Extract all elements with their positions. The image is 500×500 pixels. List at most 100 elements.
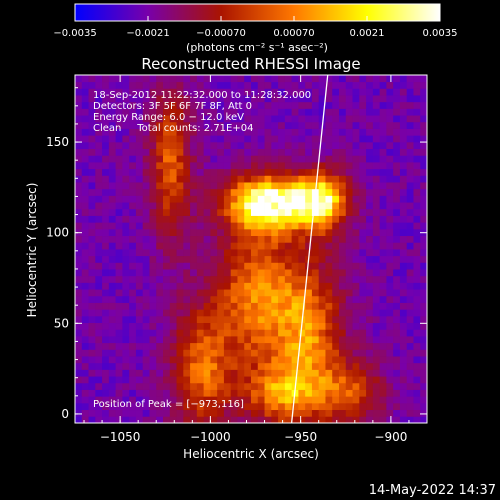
heatmap-cell <box>81 115 89 123</box>
heatmap-cell <box>108 342 117 350</box>
heatmap-cell <box>149 402 157 411</box>
heatmap-cell <box>284 115 293 123</box>
heatmap-cell <box>108 349 117 357</box>
heatmap-cell <box>352 208 360 216</box>
heatmap-cell <box>379 81 387 89</box>
heatmap-cell <box>156 141 164 150</box>
heatmap-cell <box>345 382 353 390</box>
heatmap-cell <box>291 215 299 223</box>
heatmap-cell <box>372 295 381 303</box>
heatmap-cell <box>332 215 340 223</box>
heatmap-cell <box>122 249 130 257</box>
heatmap-cell <box>284 342 293 350</box>
heatmap-cell <box>237 208 245 216</box>
heatmap-cell <box>318 182 326 190</box>
heatmap-cell <box>183 362 191 370</box>
heatmap-cell <box>352 162 360 170</box>
heatmap-cell <box>210 155 218 163</box>
heatmap-cell <box>366 362 374 370</box>
heatmap-cell <box>291 101 299 109</box>
heatmap-cell <box>149 302 157 310</box>
x-tick-label: −900 <box>374 430 407 444</box>
heatmap-cell <box>169 249 177 257</box>
heatmap-cell <box>244 88 252 96</box>
heatmap-cell <box>271 255 279 263</box>
heatmap-cell <box>244 336 252 344</box>
heatmap-cell <box>251 302 259 310</box>
heatmap-cell <box>318 309 326 317</box>
heatmap-cell <box>352 75 360 83</box>
heatmap-cell <box>264 81 272 89</box>
heatmap-cell <box>210 315 218 324</box>
heatmap-cell <box>386 202 394 210</box>
heatmap-cell <box>264 315 272 324</box>
heatmap-cell <box>352 315 360 324</box>
heatmap-cell <box>372 342 381 350</box>
heatmap-cell <box>163 269 171 277</box>
heatmap-cell <box>169 402 177 411</box>
heatmap-cell <box>332 88 340 96</box>
heatmap-cell <box>163 356 171 364</box>
heatmap-cell <box>176 81 184 89</box>
heatmap-cell <box>318 282 326 290</box>
heatmap-cell <box>217 262 225 270</box>
heatmap-cell <box>257 322 265 330</box>
heatmap-cell <box>230 342 238 350</box>
heatmap-cell <box>203 396 211 404</box>
heatmap-cell <box>278 188 286 196</box>
heatmap-cell <box>386 382 394 390</box>
heatmap-cell <box>210 409 218 417</box>
heatmap-cell <box>190 362 198 370</box>
heatmap-cell <box>210 101 218 109</box>
heatmap-cell <box>284 309 293 317</box>
heatmap-cell <box>318 322 326 330</box>
heatmap-cell <box>230 202 238 210</box>
heatmap-cell <box>203 302 211 310</box>
heatmap-cell <box>372 81 381 89</box>
heatmap-cell <box>142 81 150 89</box>
heatmap-cell <box>230 228 238 237</box>
heatmap-cell <box>264 322 272 330</box>
heatmap-cell <box>81 88 89 96</box>
heatmap-cell <box>163 369 171 377</box>
heatmap-cell <box>305 302 313 310</box>
heatmap-cell <box>372 195 381 203</box>
heatmap-cell <box>237 141 245 150</box>
heatmap-cell <box>88 208 96 216</box>
heatmap-cell <box>420 188 427 196</box>
heatmap-cell <box>251 295 259 303</box>
heatmap-cell <box>420 416 427 423</box>
heatmap-cell <box>122 295 130 303</box>
heatmap-cell <box>278 135 286 143</box>
heatmap-cell <box>102 222 110 230</box>
heatmap-cell <box>379 322 387 330</box>
heatmap-cell <box>305 208 313 216</box>
heatmap-cell <box>399 81 408 89</box>
heatmap-cell <box>108 409 117 417</box>
heatmap-cell <box>251 75 259 83</box>
heatmap-cell <box>217 208 225 216</box>
heatmap-cell <box>271 295 279 303</box>
heatmap-cell <box>318 75 326 83</box>
heatmap-cell <box>102 235 110 243</box>
heatmap-cell <box>190 121 198 129</box>
heatmap-cell <box>379 155 387 163</box>
heatmap-cell <box>264 108 272 116</box>
heatmap-cell <box>95 81 103 89</box>
heatmap-cell <box>156 289 164 297</box>
heatmap-cell <box>156 416 164 423</box>
heatmap-cell <box>135 108 144 116</box>
heatmap-cell <box>81 188 89 196</box>
heatmap-cell <box>339 175 347 183</box>
heatmap-cell <box>345 295 353 303</box>
heatmap-cell <box>298 302 306 310</box>
heatmap-cell <box>149 202 157 210</box>
heatmap-cell <box>203 88 211 96</box>
heatmap-cell <box>203 235 211 243</box>
heatmap-cell <box>210 402 218 411</box>
heatmap-cell <box>122 188 130 196</box>
heatmap-cell <box>169 376 177 384</box>
heatmap-cell <box>163 322 171 330</box>
heatmap-cell <box>88 175 96 183</box>
heatmap-cell <box>305 282 313 290</box>
